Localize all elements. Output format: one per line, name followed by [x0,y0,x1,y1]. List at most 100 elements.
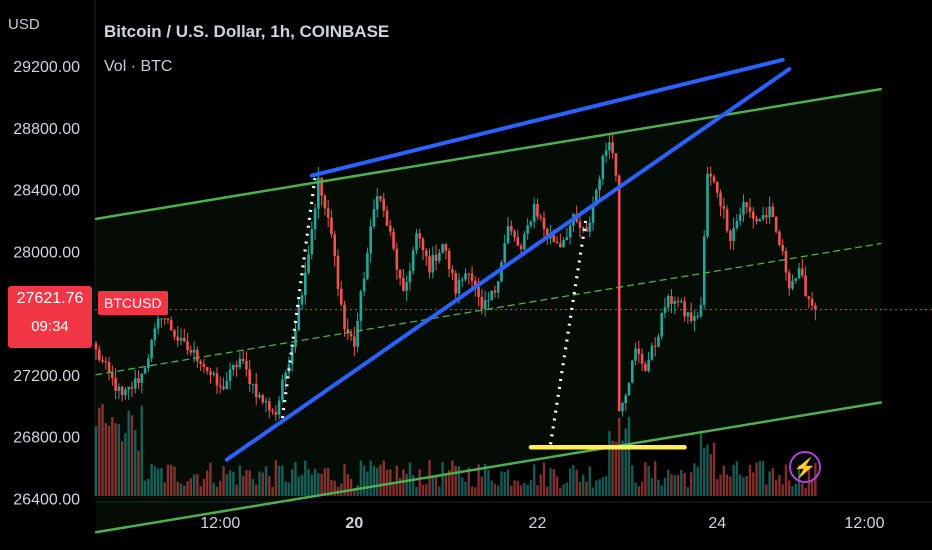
candle [114,368,117,400]
y-tick-label: 26800.00 [13,430,80,447]
volume-bar [326,467,330,496]
candle-body [797,268,801,279]
candle [751,207,755,229]
volume-bar [411,475,415,496]
volume-indicator-label[interactable]: Vol · BTC [104,58,173,75]
candle [516,229,520,246]
volume-bar [774,479,778,496]
candle-body [666,295,670,308]
candle-body [529,221,533,226]
volume-bar [261,472,264,496]
candle [333,231,337,267]
candle [143,366,147,374]
volume-bar [235,484,238,496]
volume-bar [130,415,134,496]
candle [722,197,726,219]
candle-body [169,320,173,331]
volume-bar [758,461,762,496]
candle-body [771,206,775,217]
candle [153,323,157,347]
lightning-icon[interactable]: ⚡ [789,451,821,483]
candle [555,236,559,244]
candle-body [166,318,170,321]
candle-body [765,215,768,218]
candle-body [595,189,598,206]
volume-bar [186,481,189,496]
volume-bar [604,476,608,496]
volume-bar [196,474,199,496]
volume-bar [653,461,657,496]
candle-body [490,290,493,301]
candle [421,237,425,261]
candle-body [353,336,356,347]
candle [94,340,98,360]
candle-body [657,336,660,347]
candle-body [761,215,765,220]
candle [290,346,294,372]
candle-body [235,365,238,368]
volume-bar [284,481,287,496]
volume-bar [137,450,140,496]
candle [689,302,693,324]
volume-bar [706,444,709,496]
candle [604,142,608,164]
candle [366,247,369,281]
volume-bar [614,441,618,496]
volume-bar [722,465,726,496]
candle-body [503,243,507,263]
volume-bar [451,460,454,496]
last-price-value: 27621.76 [16,290,84,307]
candle-body [261,395,265,403]
candle-body [784,251,788,273]
volume-bar [755,462,758,496]
volume-bar [205,470,209,496]
volume-bar [572,465,575,496]
candle [702,230,706,310]
candle-body [320,177,323,196]
volume-bar [156,468,160,496]
volume-bar [173,466,176,496]
candle [228,362,232,390]
candle [179,328,183,346]
candle [248,360,251,393]
volume-bar [176,481,179,496]
candle-body [604,150,608,156]
candle-body [588,222,592,232]
candle [245,351,248,377]
candle-body [774,216,778,232]
candle [598,175,601,199]
candle [189,345,193,356]
volume-bar [317,473,320,496]
candle [634,342,637,366]
candle-body [627,382,631,396]
symbol-price-tag: BTCUSD [98,291,168,315]
candle-body [143,368,147,374]
chart-title[interactable]: Bitcoin / U.S. Dollar, 1h, COINBASE [104,22,390,41]
volume-bar [712,442,716,496]
x-tick-label: 12:00 [200,515,240,532]
volume-bar [163,482,166,496]
volume-bar [320,473,323,496]
candle [120,385,124,402]
candle-body [264,401,268,403]
volume-bar [120,441,124,496]
candle-body [454,273,457,294]
volume-bar [447,470,451,496]
candle-body [614,153,618,176]
candle-body [474,280,477,287]
volume-bar [748,464,752,496]
volume-bar [575,469,578,496]
volume-bar [696,466,699,496]
candle-body [117,386,121,391]
candle [712,174,716,184]
volume-bar [467,467,470,496]
candle [346,318,350,341]
channel-lower-line [94,401,883,534]
candle-body [591,205,595,223]
volume-bar [693,463,696,496]
impulse-2-line [548,215,589,445]
x-tick-label: 24 [708,515,726,532]
candle-body [735,220,739,229]
